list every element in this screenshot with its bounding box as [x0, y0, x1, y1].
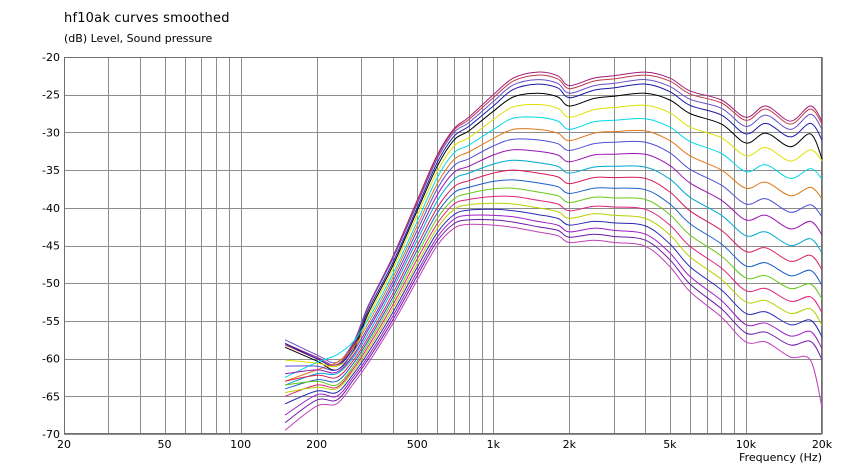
series-line-20	[284, 223, 823, 431]
y-tick-label: -60	[42, 353, 60, 366]
x-axis-label: Frequency (Hz)	[739, 451, 822, 464]
x-tick-label: 20	[57, 438, 71, 451]
x-tick-label: 200	[306, 438, 327, 451]
x-tick-label: 5k	[663, 438, 677, 451]
y-tick-label: -70	[42, 428, 60, 441]
y-tick-label: -45	[42, 240, 60, 253]
series-line-8	[284, 128, 823, 382]
y-axis-label: (dB) Level, Sound pressure	[64, 32, 213, 45]
series-line-2	[284, 74, 823, 368]
y-tick-label: -55	[42, 315, 60, 328]
x-tick-label: 1k	[487, 438, 501, 451]
series-line-10	[285, 149, 823, 375]
plot-frame	[64, 57, 822, 434]
y-tick-label: -30	[42, 126, 60, 139]
series-line-15	[284, 195, 823, 397]
x-tick-label: 20k	[812, 438, 833, 451]
series-line-3	[284, 79, 823, 364]
x-tick-label: 2k	[563, 438, 577, 451]
series-line-4	[284, 83, 823, 367]
y-tick-label: -35	[42, 164, 60, 177]
y-tick-label: -25	[42, 89, 60, 102]
series-line-17	[284, 208, 823, 405]
plot-area	[64, 57, 822, 434]
series-line-13	[284, 179, 823, 390]
series-line-5	[284, 92, 823, 371]
y-tick-label: -40	[42, 202, 60, 215]
series-line-6	[285, 103, 823, 368]
series-line-7	[284, 116, 823, 378]
series-line-12	[285, 169, 823, 382]
series-line-18	[284, 214, 823, 416]
series-line-19	[284, 218, 823, 424]
y-tick-label: -65	[42, 390, 60, 403]
x-tick-label: 100	[230, 438, 251, 451]
series-line-11	[284, 159, 823, 386]
x-tick-label: 10k	[736, 438, 757, 451]
series-line-9	[285, 138, 823, 371]
y-tick-label: -50	[42, 277, 60, 290]
series-line-16	[285, 202, 823, 393]
x-tick-label: 500	[407, 438, 428, 451]
x-tick-label: 50	[158, 438, 172, 451]
chart-title: hf10ak curves smoothed	[64, 11, 230, 26]
series-line-14	[285, 187, 823, 387]
y-tick-label: -20	[42, 51, 60, 64]
